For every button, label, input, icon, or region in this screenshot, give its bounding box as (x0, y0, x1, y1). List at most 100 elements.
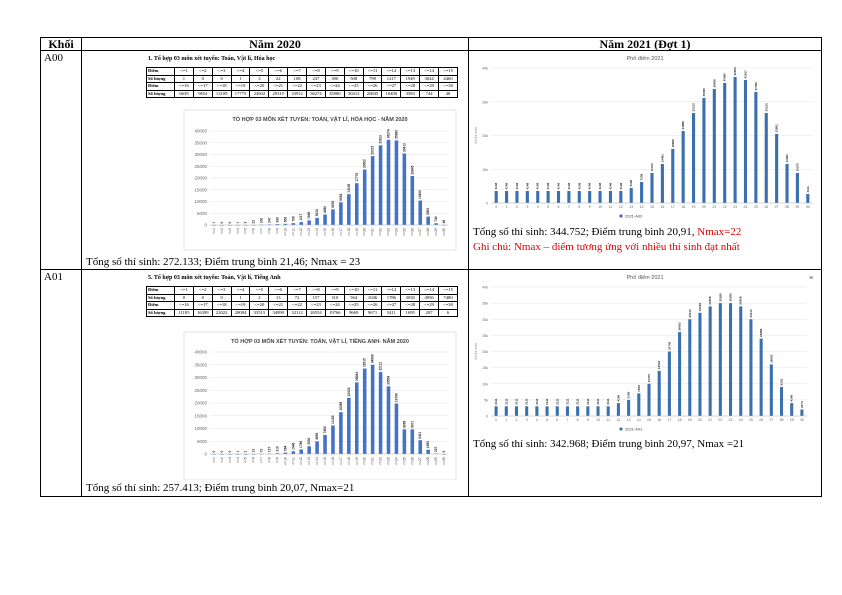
category-label: 15 (650, 205, 654, 209)
data-label: 10370 (795, 163, 799, 172)
bar (354, 183, 359, 225)
category-label: <=9 (275, 457, 279, 463)
category-label: <=5 (244, 228, 248, 234)
y-axis-label: Số thí sinh (474, 343, 478, 360)
data-label: 4148 (505, 182, 509, 189)
chart-title: Phổ điểm 2021 (627, 274, 664, 281)
bar (627, 399, 631, 416)
category-label: <=20 (363, 457, 367, 465)
data-label: 40580 (723, 73, 727, 82)
figure-2021-a00: Phổ điểm 2021 0 10k 20k 30k 40k Số thí sinh 414… (471, 53, 819, 223)
y-tick-label: 35k (482, 302, 488, 306)
header-row: Khối Năm 2020 Năm 2021 (Đợt 1) (40, 37, 822, 51)
category-label: 6 (558, 205, 560, 209)
data-label: 13 (252, 449, 256, 453)
category-label: <=1 (212, 228, 216, 234)
data-label: 20740 (667, 341, 671, 350)
bar (598, 191, 602, 203)
y-tick-label: 25k (482, 334, 488, 338)
data-label: 6 (442, 450, 446, 452)
data-label: 9654 (339, 193, 343, 200)
cell-2020-a00: 1. Tổ hợp 03 môn xét tuyển: Toán, Vật lí… (81, 50, 469, 270)
bar (307, 220, 311, 225)
category-label: <=18 (347, 457, 351, 465)
bar (434, 223, 438, 225)
bar (370, 364, 375, 454)
category-label: 24 (744, 205, 748, 209)
data-label: 30210 (764, 103, 768, 112)
y-tick-label: 15k (482, 366, 488, 370)
category-label: <=25 (402, 228, 406, 236)
category-label: 21 (712, 205, 716, 209)
bar (251, 453, 256, 455)
data-label: 6639 (331, 201, 335, 208)
data-label: 30210 (688, 309, 692, 318)
score-table-row: Điểm <=16 <=17 <=18 <=19 <=20 <=21 <=22 <=23 <=24… (146, 82, 458, 91)
comparison-table: Khối Năm 2020 Năm 2021 (Đợt 1) A00 1. Tổ… (40, 37, 822, 497)
category-label: <=25 (402, 457, 406, 465)
block-label: A00 (40, 50, 82, 270)
bar (235, 224, 240, 226)
data-label: 14518 (657, 361, 661, 370)
category-label: 9 (589, 205, 591, 209)
bar (386, 139, 391, 225)
category-label: 4 (536, 418, 538, 422)
caption-nmax: Nmax=22 (697, 226, 742, 238)
category-label: 23 (729, 418, 733, 422)
bar (667, 351, 671, 416)
bar (323, 434, 327, 454)
data-label: 4148 (494, 182, 498, 189)
score-table-label: Số lượng (146, 89, 175, 98)
data-label: 34358 (739, 296, 743, 305)
data-label: 16592 (769, 354, 773, 363)
category-label: 22 (723, 205, 727, 209)
summary-caption: Tổng số thí sinh: 257.413; Điểm trung bì… (86, 482, 355, 494)
bar (315, 441, 319, 454)
bar (729, 303, 733, 416)
bar (606, 406, 610, 416)
category-label: <=30 (442, 228, 446, 236)
data-label: 3111 (504, 398, 508, 405)
bar (588, 191, 592, 203)
data-label: 10400 (418, 190, 422, 199)
data-label: 3583 (426, 208, 430, 215)
bar (718, 303, 722, 416)
bar (586, 406, 590, 416)
bar (339, 412, 343, 454)
bar (535, 406, 539, 416)
bar (291, 451, 296, 454)
bar (291, 223, 296, 225)
bar (678, 332, 682, 416)
score-table-row: Số lượng 11185 16399 22022 28084 33515 34999 32… (146, 308, 458, 317)
data-label: 23602 (363, 159, 367, 168)
y-tick-label: 25000 (194, 388, 207, 393)
category-label: 15 (647, 418, 651, 422)
category-label: 7 (566, 418, 568, 422)
data-label: 310 (275, 446, 279, 452)
y-tick-label: 30k (482, 100, 488, 104)
data-label: 5185 (627, 391, 631, 398)
data-label: 3111 (596, 398, 600, 405)
y-tick-label: 0 (486, 202, 488, 206)
data-label: 28084 (355, 372, 359, 381)
bar (442, 453, 446, 455)
bar (418, 200, 423, 225)
bar (283, 452, 288, 454)
category-label: <=13 (307, 457, 311, 465)
data-label: 2 (244, 450, 248, 452)
y-tick-label: 30000 (194, 152, 207, 157)
category-label: 5 (547, 205, 549, 209)
data-label: 9669 (402, 421, 406, 428)
bar (514, 406, 519, 416)
data-label: 9333 (780, 378, 784, 385)
block-label: A01 (40, 269, 82, 497)
category-label: 14 (640, 205, 644, 209)
category-label: <=20 (363, 228, 367, 236)
data-label: 3111 (545, 398, 549, 405)
category-label: 27 (769, 418, 773, 422)
category-label: <=7 (260, 457, 264, 463)
category-label: <=16 (331, 457, 335, 465)
data-label: 38506 (712, 79, 716, 88)
category-label: 2 (516, 418, 518, 422)
category-label: <=8 (268, 228, 272, 234)
